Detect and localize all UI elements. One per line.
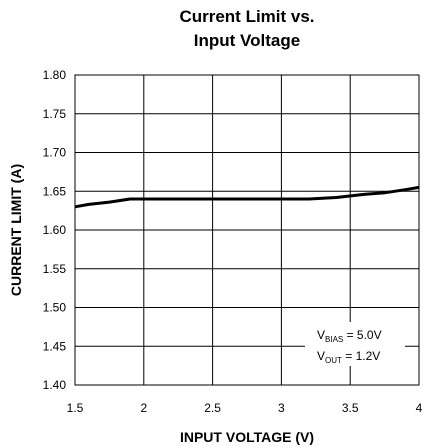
- annotation-vout-v: V: [317, 349, 325, 363]
- y-tick-label: 1.40: [43, 378, 67, 392]
- x-tick-label: 3.5: [342, 401, 359, 415]
- y-tick-label: 1.50: [43, 301, 67, 315]
- y-tick-labels: 1.80 1.75 1.70 1.65 1.60 1.55 1.50 1.45 1.40: [43, 68, 67, 392]
- y-tick-label: 1.75: [43, 107, 67, 121]
- annotation-vout: VOUT = 1.2V: [317, 349, 380, 365]
- y-axis-title: CURRENT LIMIT (A): [8, 164, 24, 296]
- conditions-annotation: VBIAS = 5.0V VOUT = 1.2V: [305, 322, 405, 366]
- annotation-background: [305, 322, 405, 366]
- y-tick-label: 1.45: [43, 339, 67, 353]
- x-tick-labels: 1.5 2 2.5 3 3.5 4: [67, 401, 423, 415]
- annotation-vbias-value: = 5.0V: [343, 328, 381, 342]
- chart-title-line-2: Input Voltage: [194, 31, 300, 50]
- x-tick-label: 2.5: [204, 401, 221, 415]
- y-tick-label: 1.65: [43, 184, 67, 198]
- y-tick-label: 1.55: [43, 262, 67, 276]
- series-group: [74, 185, 420, 209]
- x-tick-label: 4: [416, 401, 423, 415]
- y-tick-label: 1.80: [43, 68, 67, 82]
- x-axis-title: INPUT VOLTAGE (V): [180, 429, 314, 445]
- y-tick-label: 1.70: [43, 146, 67, 160]
- series-line: [74, 185, 420, 209]
- chart-title-line-1: Current Limit vs.: [179, 7, 314, 26]
- annotation-vbias-sub: BIAS: [325, 335, 343, 344]
- x-tick-label: 3: [278, 401, 285, 415]
- x-tick-label: 2: [140, 401, 147, 415]
- y-tick-label: 1.60: [43, 223, 67, 237]
- plot-area-frame: [74, 74, 420, 386]
- annotation-vout-value: = 1.2V: [342, 349, 380, 363]
- plot-frame-group: [74, 74, 420, 386]
- x-tick-label: 1.5: [67, 401, 84, 415]
- annotation-vout-sub: OUT: [325, 356, 342, 365]
- annotation-vbias-v: V: [317, 328, 325, 342]
- annotation-vbias: VBIAS = 5.0V: [317, 328, 382, 344]
